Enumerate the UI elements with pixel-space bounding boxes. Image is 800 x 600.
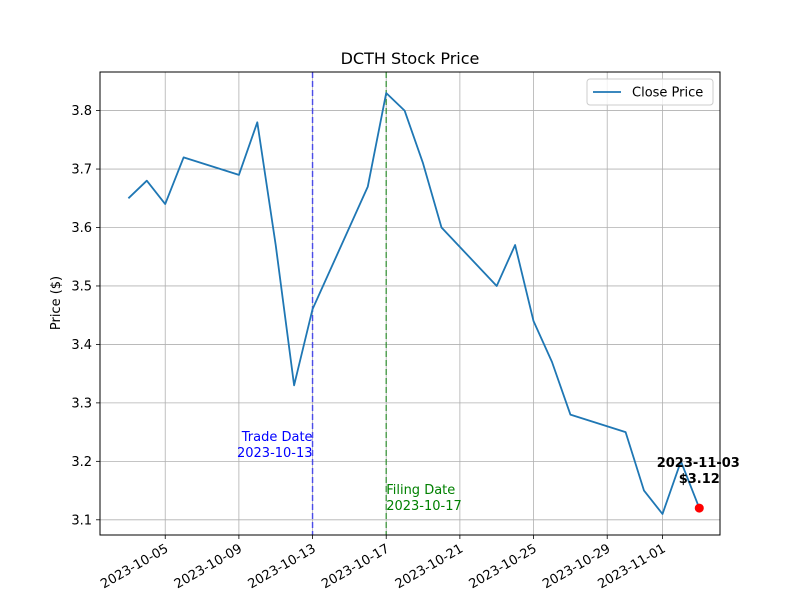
legend-label: Close Price xyxy=(632,86,703,101)
x-tick-label: 2023-10-13 xyxy=(246,541,319,592)
event-label: 2023-10-13 xyxy=(237,446,313,461)
y-tick-label: 3.4 xyxy=(71,338,92,353)
plot-frame xyxy=(99,71,721,536)
series-layer: 2023-11-03$3.12 xyxy=(127,92,740,515)
y-tick-label: 3.6 xyxy=(71,221,92,236)
chart-title: DCTH Stock Price xyxy=(341,49,480,68)
grid xyxy=(100,72,720,535)
y-tick-label: 3.8 xyxy=(71,104,92,119)
y-tick-label: 3.2 xyxy=(71,455,92,470)
last-point-marker xyxy=(694,503,704,513)
y-tick-label: 3.3 xyxy=(71,396,92,411)
y-tick-label: 3.7 xyxy=(71,163,92,178)
event-label: Filing Date xyxy=(386,483,455,498)
x-tick-label: 2023-10-09 xyxy=(172,541,245,592)
x-tick-label: 2023-10-17 xyxy=(319,541,392,592)
legend-box xyxy=(586,78,714,106)
x-tick-label: 2023-10-21 xyxy=(393,541,466,592)
series-line xyxy=(127,92,701,515)
legend: Close Price xyxy=(586,78,714,106)
event-label: 2023-10-17 xyxy=(386,499,462,514)
y-axis-label: Price ($) xyxy=(49,276,64,330)
last-point-price-label: $3.12 xyxy=(679,472,720,487)
event-label: Trade Date xyxy=(241,430,313,445)
x-tick-label: 2023-10-05 xyxy=(98,541,171,592)
x-tick-label: 2023-10-25 xyxy=(467,541,540,592)
last-point-date-label: 2023-11-03 xyxy=(657,456,740,471)
y-tick-label: 3.5 xyxy=(71,279,92,294)
y-tick-label: 3.1 xyxy=(71,513,92,528)
